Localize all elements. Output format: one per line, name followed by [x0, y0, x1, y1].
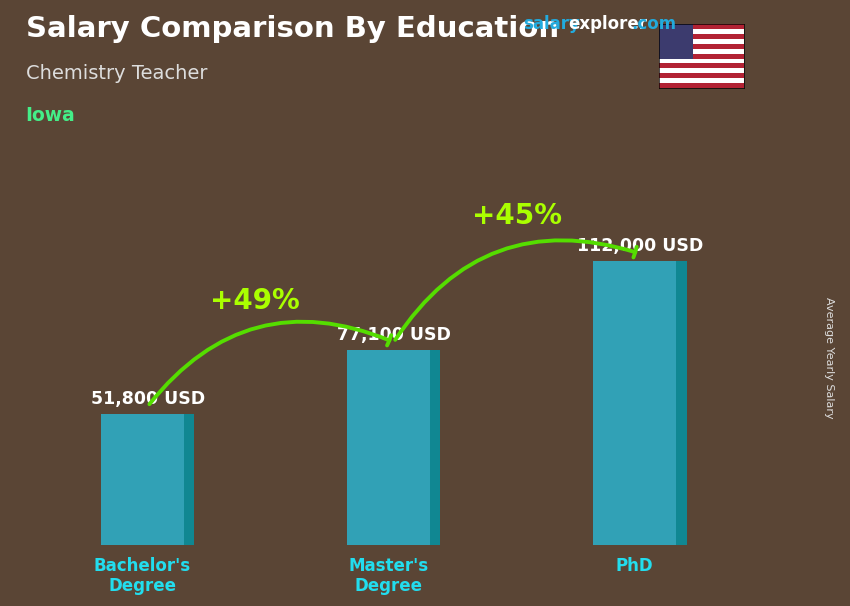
Text: Salary Comparison By Education: Salary Comparison By Education — [26, 15, 558, 43]
Text: Average Yearly Salary: Average Yearly Salary — [824, 297, 834, 418]
Text: 112,000 USD: 112,000 USD — [576, 237, 703, 255]
Text: 77,100 USD: 77,100 USD — [337, 325, 450, 344]
Polygon shape — [676, 261, 687, 545]
Bar — [593, 261, 676, 545]
Polygon shape — [184, 414, 195, 545]
Bar — [659, 24, 693, 59]
Bar — [659, 78, 744, 83]
Bar — [659, 48, 744, 53]
Bar — [659, 39, 744, 44]
Bar — [659, 44, 744, 48]
Text: explorer: explorer — [569, 15, 648, 33]
Text: Chemistry Teacher: Chemistry Teacher — [26, 64, 207, 82]
Text: 51,800 USD: 51,800 USD — [91, 390, 205, 408]
Bar — [659, 53, 744, 59]
Text: salary: salary — [523, 15, 580, 33]
Polygon shape — [429, 350, 440, 545]
Text: +49%: +49% — [210, 287, 300, 315]
Text: .com: .com — [632, 15, 677, 33]
Bar — [347, 350, 429, 545]
Bar — [659, 24, 744, 29]
Bar — [659, 83, 744, 88]
Bar — [659, 73, 744, 78]
Bar — [659, 59, 744, 64]
Text: Iowa: Iowa — [26, 106, 76, 125]
Bar — [659, 29, 744, 34]
Text: +45%: +45% — [472, 202, 562, 230]
Bar — [659, 68, 744, 73]
Bar — [101, 414, 184, 545]
Bar — [659, 64, 744, 68]
Bar — [659, 34, 744, 39]
